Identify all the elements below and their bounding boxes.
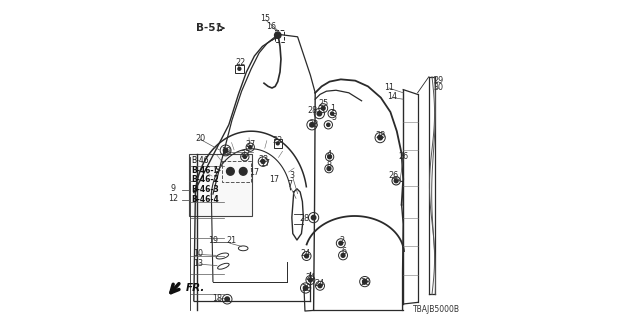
Bar (223, 161, 252, 182)
Text: 24: 24 (301, 249, 311, 258)
Text: 25: 25 (318, 100, 328, 108)
Text: 24: 24 (314, 279, 324, 288)
Text: 9: 9 (171, 184, 176, 193)
Circle shape (276, 142, 279, 145)
Circle shape (305, 254, 308, 258)
Text: 17: 17 (250, 168, 259, 177)
Text: 8: 8 (326, 161, 331, 170)
Bar (189, 154, 252, 216)
Text: TBAJB5000B: TBAJB5000B (413, 305, 460, 314)
Text: 19: 19 (208, 236, 218, 245)
Text: B-46-2: B-46-2 (191, 175, 219, 184)
Text: 10: 10 (193, 249, 203, 258)
Circle shape (227, 167, 234, 175)
Circle shape (317, 111, 322, 116)
Text: 5: 5 (331, 113, 337, 122)
Text: 18: 18 (212, 294, 222, 303)
Text: 11: 11 (384, 83, 394, 92)
Text: 28: 28 (300, 214, 310, 223)
Text: 26: 26 (388, 172, 398, 180)
Circle shape (312, 215, 316, 220)
Text: 27: 27 (241, 150, 251, 159)
Text: 14: 14 (387, 92, 397, 101)
Text: 1: 1 (330, 104, 335, 113)
Text: 28: 28 (307, 106, 317, 115)
Circle shape (394, 179, 398, 183)
Text: FR.: FR. (186, 283, 205, 293)
Circle shape (318, 284, 322, 288)
Circle shape (225, 297, 230, 301)
Circle shape (303, 286, 308, 290)
Text: 28: 28 (376, 132, 386, 140)
Circle shape (308, 278, 312, 282)
Circle shape (243, 155, 246, 158)
Text: 6: 6 (341, 247, 346, 256)
Circle shape (339, 241, 343, 245)
Text: 22: 22 (235, 58, 245, 67)
Text: 17: 17 (269, 175, 280, 184)
Circle shape (249, 146, 252, 149)
Text: 4: 4 (326, 150, 331, 159)
Circle shape (310, 123, 314, 127)
Text: 2: 2 (339, 236, 344, 245)
Circle shape (327, 167, 331, 171)
Text: 28: 28 (301, 284, 312, 293)
Circle shape (223, 148, 228, 153)
Text: 23: 23 (258, 155, 268, 164)
Circle shape (328, 155, 332, 159)
Text: B-46-3: B-46-3 (191, 185, 219, 194)
Text: 16: 16 (266, 22, 276, 31)
Text: 24: 24 (305, 273, 316, 282)
Text: 20: 20 (195, 134, 205, 143)
Circle shape (238, 67, 241, 70)
Circle shape (261, 160, 265, 164)
Bar (274, 139, 282, 148)
Text: B-46-4: B-46-4 (191, 195, 219, 204)
Text: 19: 19 (221, 147, 232, 156)
Text: 3: 3 (290, 171, 294, 180)
Text: 22: 22 (272, 136, 283, 145)
Text: 17: 17 (260, 159, 271, 168)
Circle shape (378, 135, 383, 140)
Text: 15: 15 (260, 14, 270, 23)
Circle shape (341, 253, 345, 257)
Circle shape (321, 106, 325, 110)
Text: 26: 26 (399, 152, 409, 161)
Text: 13: 13 (193, 259, 203, 268)
Text: 27: 27 (246, 140, 256, 149)
Text: 28: 28 (308, 120, 318, 129)
Text: 29: 29 (433, 76, 444, 85)
Text: B-51: B-51 (196, 23, 222, 33)
Circle shape (326, 123, 330, 126)
Text: 7: 7 (287, 180, 292, 189)
Text: 30: 30 (433, 83, 444, 92)
Circle shape (331, 112, 334, 115)
Text: 21: 21 (226, 236, 236, 245)
Text: 12: 12 (168, 194, 179, 203)
Bar (236, 65, 243, 73)
Text: 28: 28 (360, 278, 371, 287)
Circle shape (362, 279, 367, 284)
Circle shape (275, 32, 281, 38)
Bar (275, 30, 284, 42)
Text: B-46-1: B-46-1 (191, 166, 219, 175)
Circle shape (239, 167, 247, 175)
Text: B-46: B-46 (191, 156, 209, 165)
